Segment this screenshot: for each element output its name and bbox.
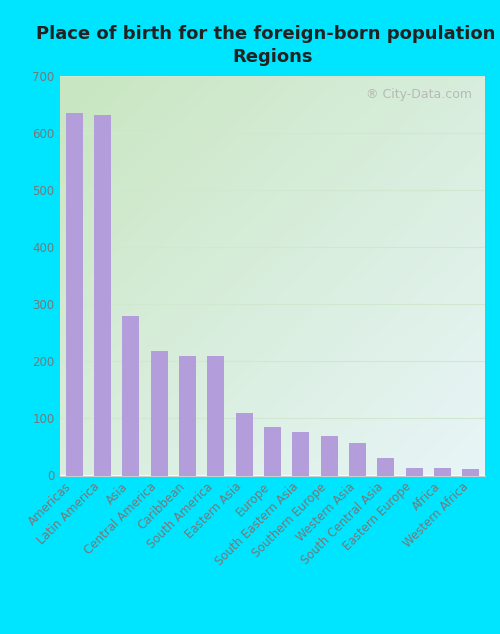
Bar [179, 356, 196, 476]
Bar [462, 469, 479, 476]
Bar [94, 115, 111, 476]
Bar [434, 468, 451, 476]
Text: ® City-Data.com: ® City-Data.com [366, 88, 472, 101]
Bar [150, 351, 168, 476]
Bar [378, 458, 394, 476]
Bar [236, 413, 252, 476]
Bar [208, 356, 224, 476]
Bar [320, 436, 338, 476]
Bar [349, 443, 366, 476]
Bar [122, 316, 140, 476]
Bar [66, 113, 82, 476]
Title: Place of birth for the foreign-born population -
Regions: Place of birth for the foreign-born popu… [36, 25, 500, 66]
Bar [406, 467, 422, 476]
Bar [292, 432, 310, 476]
Bar [264, 427, 281, 476]
